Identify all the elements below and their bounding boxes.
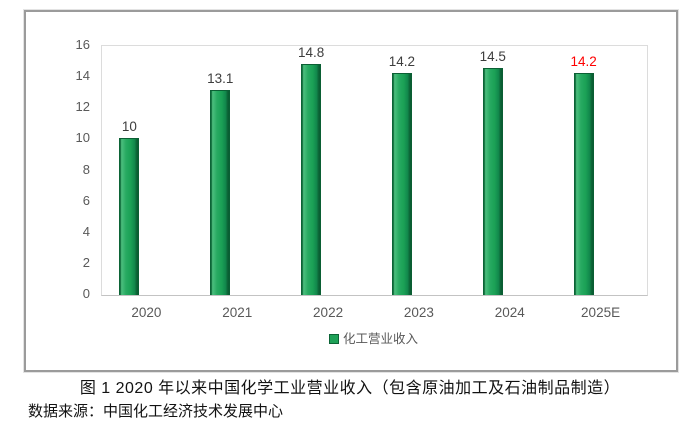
y-tick-label: 4 — [82, 223, 90, 239]
bar-2022 — [301, 63, 322, 295]
bar-2020 — [119, 138, 140, 295]
value-label-2021: 13.1 — [207, 71, 234, 87]
legend: 化工营业收入 — [101, 332, 646, 346]
value-label-2020: 10 — [121, 119, 137, 135]
y-tick-label: 0 — [82, 286, 90, 301]
x-tick-label-2021: 2021 — [222, 305, 253, 320]
y-tick-label: 6 — [82, 192, 90, 208]
legend-swatch-icon — [328, 334, 339, 344]
y-tick-label: 14 — [75, 68, 90, 84]
y-tick-label: 12 — [75, 99, 90, 115]
value-label-2022: 14.8 — [297, 44, 325, 60]
bar-2024 — [482, 68, 503, 295]
x-tick-label-2023: 2023 — [403, 305, 434, 320]
value-label-2024: 14.5 — [479, 49, 506, 65]
data-source: 数据来源：中国化工经济技术发展中心 — [28, 403, 284, 420]
x-tick-label-2024: 2024 — [494, 305, 525, 320]
chart-frame: 10 13.1 14.8 14.2 14.5 14.2 0 2 4 6 8 10 12 14 16 202… — [24, 10, 678, 372]
x-tick-label-2025E: 2025E — [581, 305, 621, 320]
x-tick-label-2022: 2022 — [313, 305, 344, 320]
x-tick-label-2020: 2020 — [131, 305, 162, 320]
y-tick-label: 10 — [75, 130, 90, 146]
value-label-2025E: 14.2 — [570, 54, 597, 70]
bar-2021 — [210, 90, 231, 295]
y-tick-label: 8 — [82, 161, 90, 177]
value-label-2023: 14.2 — [388, 54, 416, 70]
legend-label: 化工营业收入 — [342, 332, 418, 346]
plot-area: 10 13.1 14.8 14.2 14.5 14.2 — [101, 45, 648, 296]
figure-caption: 图 1 2020 年以来中国化学工业营业收入（包含原油加工及石油制品制造） — [79, 380, 621, 397]
y-tick-label: 2 — [82, 254, 90, 270]
bar-2025E — [573, 73, 594, 295]
y-tick-label: 16 — [75, 37, 90, 52]
bar-2023 — [391, 73, 412, 295]
